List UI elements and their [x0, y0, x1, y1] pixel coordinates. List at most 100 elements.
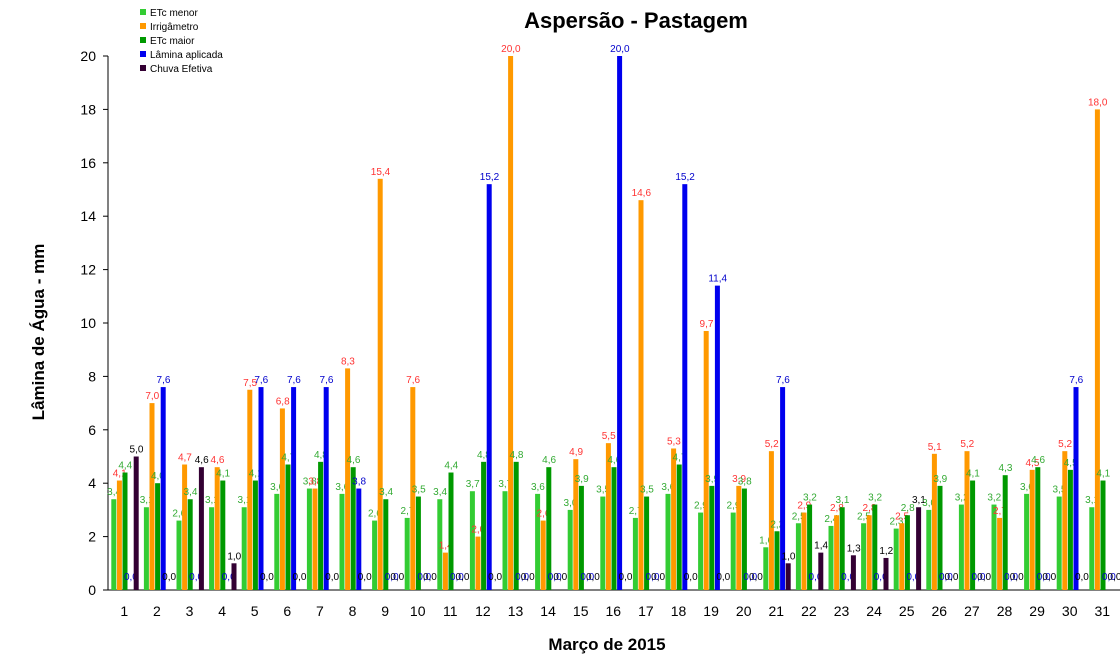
bar-irrig-metro [703, 331, 709, 590]
x-tick-label: 4 [218, 603, 226, 619]
x-tick-label: 24 [866, 603, 882, 619]
bar-etc-maior [415, 496, 421, 590]
bar-etc-menor [795, 523, 801, 590]
data-label: 3,1 [205, 495, 219, 506]
bar-etc-menor [1089, 507, 1095, 590]
data-label: 3,4 [107, 487, 121, 498]
x-tick-label: 13 [508, 603, 524, 619]
data-label: 3,5 [1053, 485, 1067, 496]
bar-etc-maior [285, 464, 291, 590]
data-label: 1,2 [879, 546, 893, 557]
data-label: 4,1 [966, 469, 980, 480]
data-label: 3,7 [498, 479, 512, 490]
data-label: 18,0 [1088, 97, 1108, 108]
bar-etc-maior [448, 472, 454, 590]
data-label: 0,0 [580, 572, 594, 583]
data-label: 7,6 [287, 375, 301, 386]
plot-area: 024681012141618203,44,14,40,05,013,17,04… [80, 44, 1120, 619]
data-label: 3,1 [912, 495, 926, 506]
x-tick-label: 7 [316, 603, 324, 619]
data-label: 7,5 [243, 378, 257, 389]
bar-etc-menor [567, 509, 573, 590]
data-label: 20,0 [610, 44, 630, 55]
data-label: 4,8 [510, 450, 524, 461]
data-label: 2,6 [368, 509, 382, 520]
data-label: 5,0 [130, 445, 144, 456]
data-label: 0,0 [743, 572, 757, 583]
bar-etc-maior [481, 461, 487, 590]
data-label: 4,6 [1031, 455, 1045, 466]
data-label: 2,8 [863, 503, 877, 514]
data-label: 5,1 [928, 442, 942, 453]
bar-etc-maior [904, 515, 910, 590]
data-label: 2,7 [993, 506, 1007, 517]
bar-chuva-efetiva [916, 507, 922, 590]
bar-etc-menor [828, 525, 834, 590]
bar-etc-menor [1024, 493, 1030, 590]
bar-etc-maior [970, 480, 976, 590]
data-label: 5,5 [602, 431, 616, 442]
x-tick-label: 6 [283, 603, 291, 619]
bar-etc-menor [274, 493, 280, 590]
data-label: 8,3 [341, 356, 355, 367]
x-tick-label: 28 [997, 603, 1013, 619]
bar-etc-maior [187, 499, 193, 590]
data-label: 0,0 [1108, 572, 1120, 583]
data-label: 4,6 [195, 455, 209, 466]
bar-irrig-metro [801, 512, 807, 590]
bar-etc-menor [404, 517, 410, 590]
x-tick-label: 2 [153, 603, 161, 619]
bar-etc-menor [469, 491, 475, 590]
bar-l-mina-aplicada [617, 56, 623, 590]
data-label: 15,2 [480, 172, 500, 183]
data-label: 2,5 [857, 511, 871, 522]
legend-swatch [140, 65, 146, 71]
bar-irrig-metro [834, 515, 840, 590]
bar-irrig-metro [964, 451, 970, 590]
data-label: 1,4 [814, 541, 828, 552]
data-label: 3,1 [1085, 495, 1099, 506]
bar-etc-maior [383, 499, 389, 590]
bar-chuva-efetiva [883, 557, 889, 590]
bar-etc-maior [709, 485, 715, 590]
data-label: 0,0 [586, 572, 600, 583]
x-axis-title: Março de 2015 [548, 635, 665, 654]
data-label: 0,0 [358, 572, 372, 583]
bar-irrig-metro [475, 536, 481, 590]
data-label: 3,4 [184, 487, 198, 498]
bar-etc-menor [306, 488, 312, 590]
data-label: 0,0 [189, 572, 203, 583]
bar-irrig-metro [442, 552, 448, 590]
data-label: 4,6 [347, 455, 361, 466]
data-label: 3,9 [933, 474, 947, 485]
data-label: 4,1 [249, 469, 263, 480]
x-tick-label: 25 [899, 603, 915, 619]
bar-chuva-efetiva [818, 552, 824, 590]
data-label: 0,0 [385, 572, 399, 583]
y-tick-label: 4 [88, 475, 96, 491]
data-label: 0,0 [1042, 572, 1056, 583]
bar-etc-menor [632, 517, 638, 590]
y-tick-label: 20 [80, 48, 96, 64]
data-label: 1,3 [847, 543, 861, 554]
legend-swatch [140, 37, 146, 43]
bar-etc-maior [774, 531, 780, 590]
data-label: 5,2 [1058, 439, 1072, 450]
data-label: 2,6 [537, 509, 551, 520]
bar-etc-maior [546, 467, 552, 590]
data-label: 7,6 [254, 375, 268, 386]
x-tick-label: 23 [834, 603, 850, 619]
bar-irrig-metro [540, 520, 546, 590]
x-tick-label: 12 [475, 603, 491, 619]
bar-irrig-metro [866, 515, 872, 590]
data-label: 7,0 [145, 391, 159, 402]
bar-irrig-metro [214, 467, 220, 590]
data-label: 4,1 [1096, 469, 1110, 480]
data-label: 0,0 [841, 572, 855, 583]
data-label: 0,0 [515, 572, 529, 583]
data-label: 1,6 [759, 535, 773, 546]
x-tick-label: 27 [964, 603, 980, 619]
data-label: 4,8 [477, 450, 491, 461]
bar-etc-menor [209, 507, 215, 590]
bar-etc-maior [318, 461, 324, 590]
